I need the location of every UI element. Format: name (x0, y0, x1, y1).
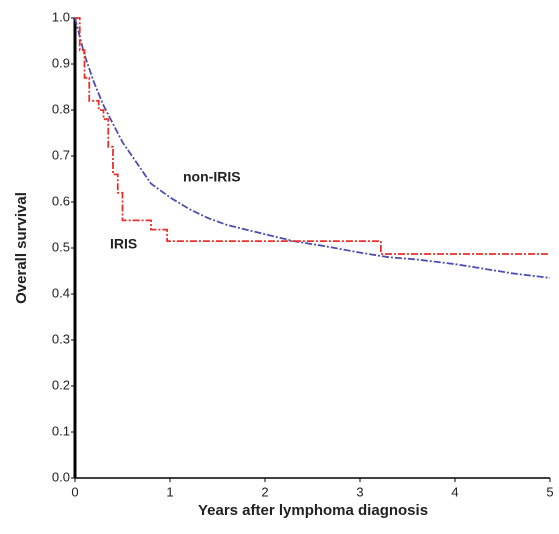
y-tick-label: 0.9 (52, 55, 70, 70)
y-tick-label: 0.6 (52, 193, 70, 208)
x-axis-title: Years after lymphoma diagnosis (198, 502, 428, 519)
y-tick-label: 0.1 (52, 423, 70, 438)
series-label: IRIS (110, 236, 137, 252)
x-tick-label: 0 (71, 484, 78, 499)
x-tick-label: 2 (261, 484, 268, 499)
y-tick-label: 0.0 (52, 469, 70, 484)
y-tick-label: 0.2 (52, 377, 70, 392)
y-tick-label: 0.7 (52, 147, 70, 162)
x-tick-label: 4 (451, 484, 458, 499)
x-tick-label: 1 (166, 484, 173, 499)
y-tick-label: 0.3 (52, 331, 70, 346)
y-tick-label: 1.0 (52, 9, 70, 24)
y-tick-label: 0.4 (52, 285, 70, 300)
survival-curve (74, 17, 551, 279)
y-tick-label: 0.8 (52, 101, 70, 116)
y-axis-title: Overall survival (13, 192, 30, 304)
survival-curve (75, 17, 550, 255)
y-tick-label: 0.5 (52, 239, 70, 254)
x-tick-label: 5 (546, 484, 553, 499)
x-tick-label: 3 (356, 484, 363, 499)
series-label: non-IRIS (183, 169, 241, 185)
